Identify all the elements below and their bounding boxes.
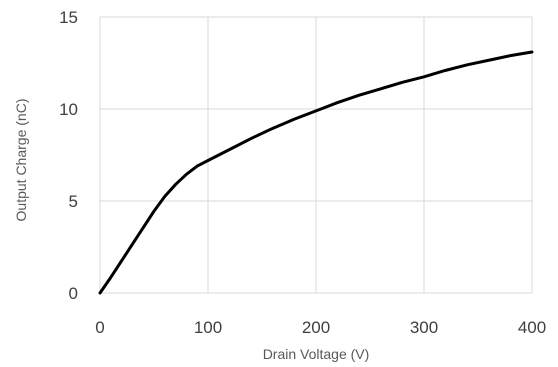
output-charge-series-line bbox=[98, 50, 534, 295]
x-tick-label: 200 bbox=[302, 318, 330, 337]
y-tick-label: 15 bbox=[59, 8, 78, 27]
x-axis-title: Drain Voltage (V) bbox=[263, 346, 370, 362]
x-tick-label: 100 bbox=[194, 318, 222, 337]
x-tick-label: 300 bbox=[410, 318, 438, 337]
y-axis-ticks: 0 5 10 15 bbox=[59, 8, 78, 303]
grid bbox=[99, 16, 533, 294]
x-axis-ticks: 0 100 200 300 400 bbox=[95, 318, 546, 337]
y-tick-label: 0 bbox=[69, 284, 78, 303]
x-tick-label: 0 bbox=[95, 318, 104, 337]
y-axis-title: Output Charge (nC) bbox=[13, 99, 29, 222]
y-tick-label: 5 bbox=[69, 192, 78, 211]
x-tick-label: 400 bbox=[518, 318, 546, 337]
y-tick-label: 10 bbox=[59, 100, 78, 119]
plot-area bbox=[98, 50, 534, 295]
